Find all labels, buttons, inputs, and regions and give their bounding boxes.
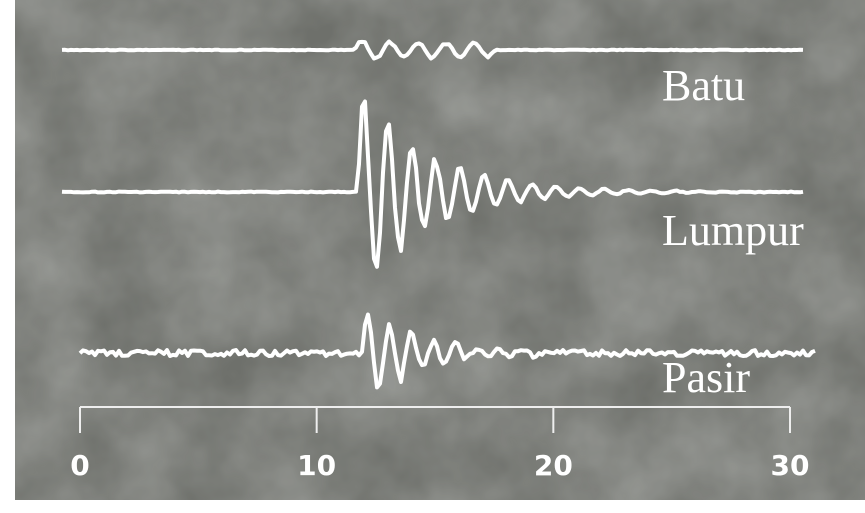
waveform — [61, 99, 804, 269]
tick-label: 0 — [70, 449, 89, 482]
trace-label: Pasir — [662, 353, 750, 402]
tick-label: 10 — [297, 449, 336, 482]
trace-label: Lumpur — [662, 206, 804, 255]
waveforms — [61, 39, 816, 390]
waveform — [61, 39, 804, 61]
waveform — [78, 312, 816, 390]
tick-label: 20 — [534, 449, 573, 482]
texture — [15, 0, 865, 500]
time-axis: 0 10 20 30 — [70, 406, 810, 482]
tick-label: 30 — [771, 449, 810, 482]
trace-label: Batu — [662, 61, 745, 110]
